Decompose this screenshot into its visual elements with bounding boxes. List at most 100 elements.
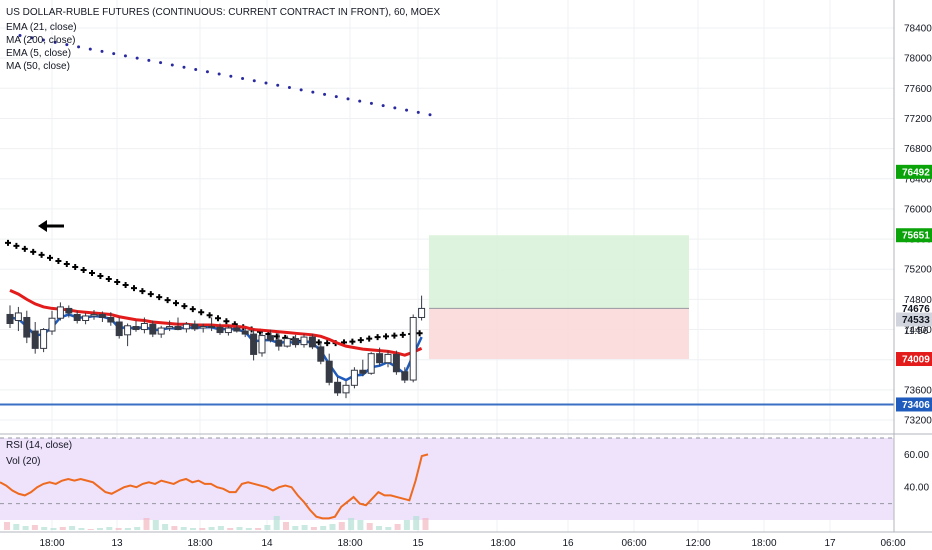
candle-body bbox=[300, 336, 308, 346]
price-tag-label: 74009 bbox=[902, 355, 930, 366]
ma200-point bbox=[264, 81, 268, 85]
chart-title: US DOLLAR-RUBLE FUTURES (CONTINUOUS: CUR… bbox=[6, 7, 440, 18]
ma50-point bbox=[122, 282, 129, 289]
candle-body bbox=[283, 338, 291, 347]
candle-body bbox=[308, 336, 316, 348]
candle-body bbox=[166, 326, 174, 329]
volume-bar bbox=[310, 527, 317, 530]
volume-bar bbox=[106, 527, 113, 530]
candle-body bbox=[241, 330, 249, 335]
price-tag-bg bbox=[896, 228, 932, 243]
volume-bar bbox=[283, 522, 289, 530]
ma200-point bbox=[428, 113, 432, 117]
volume-bar bbox=[78, 528, 85, 530]
volume-bar bbox=[69, 526, 76, 530]
ma200-point bbox=[323, 92, 327, 96]
ma50-point bbox=[206, 312, 213, 319]
time-tick: 18:00 bbox=[337, 538, 362, 549]
price-tick: 77600 bbox=[904, 84, 932, 95]
volume-bar bbox=[41, 527, 48, 530]
ma50-point bbox=[72, 263, 79, 270]
volume-bar bbox=[273, 516, 280, 530]
ma200-point bbox=[170, 63, 174, 67]
ma50-point bbox=[189, 306, 196, 313]
ma50-point bbox=[383, 333, 389, 340]
ema21-line bbox=[9, 288, 423, 357]
candle-body bbox=[250, 333, 258, 355]
position-zones[interactable] bbox=[429, 235, 689, 360]
left-arrow-icon[interactable] bbox=[38, 220, 64, 232]
volume-bar bbox=[134, 527, 141, 530]
price-tick: 76800 bbox=[904, 144, 932, 155]
ma200-point bbox=[88, 47, 92, 51]
candle-body bbox=[350, 369, 358, 386]
candle-body bbox=[191, 323, 199, 330]
volume-bar bbox=[143, 518, 150, 530]
price-tag-label: 76492 bbox=[902, 167, 930, 178]
ma50-point bbox=[349, 338, 356, 345]
candle-body bbox=[140, 323, 148, 331]
candle-body bbox=[23, 316, 31, 338]
candle-body bbox=[376, 353, 384, 364]
price-tick: 75200 bbox=[904, 265, 932, 276]
ma50-point bbox=[399, 331, 406, 338]
target-zone[interactable] bbox=[429, 235, 689, 309]
volume-bar bbox=[376, 526, 382, 530]
candle-body bbox=[199, 326, 207, 329]
ma50-point bbox=[30, 248, 37, 255]
price-tick: 73600 bbox=[904, 385, 932, 396]
candle-body bbox=[216, 326, 224, 334]
volume-bar bbox=[199, 528, 206, 530]
volume-bar bbox=[22, 526, 29, 530]
stop-zone[interactable] bbox=[429, 308, 689, 360]
candle-body bbox=[157, 327, 165, 335]
legend: US DOLLAR-RUBLE FUTURES (CONTINUOUS: CUR… bbox=[6, 7, 440, 467]
candle-body bbox=[258, 335, 266, 354]
ma200-point bbox=[205, 70, 209, 74]
time-tick: 18:00 bbox=[751, 538, 776, 549]
ma50-point bbox=[80, 266, 87, 273]
ma200-point bbox=[287, 86, 291, 90]
ma50-point bbox=[97, 273, 104, 280]
time-axis[interactable]: 18:00 13 18:00 14 18:00 15 18:00 16 06:00 12:00 18… bbox=[39, 538, 905, 549]
volume-bar bbox=[357, 520, 364, 530]
ma200-point bbox=[416, 110, 420, 114]
volume-bar bbox=[124, 528, 131, 530]
volume-bar bbox=[152, 520, 159, 530]
candle-body bbox=[182, 323, 190, 330]
ma50-point bbox=[13, 242, 20, 249]
ma50-point bbox=[114, 279, 121, 286]
ma200-point bbox=[252, 79, 256, 83]
time-tick: 06:00 bbox=[621, 538, 646, 549]
volume-bar bbox=[366, 523, 373, 530]
ma50-point bbox=[21, 245, 28, 252]
ma50-point bbox=[223, 318, 230, 325]
candle-body bbox=[266, 335, 274, 341]
ma200-point bbox=[405, 108, 409, 112]
volume-bar bbox=[190, 528, 196, 530]
price-tag-label: 73406 bbox=[902, 400, 930, 411]
volume-bar bbox=[329, 524, 336, 530]
ma50-point bbox=[47, 254, 53, 261]
candle-body bbox=[90, 313, 98, 317]
price-tick: 73200 bbox=[904, 416, 932, 427]
candle-body bbox=[115, 321, 123, 337]
ma200-point bbox=[100, 49, 104, 53]
candle-body bbox=[325, 360, 333, 383]
ma200-dots bbox=[18, 34, 432, 117]
candle-body bbox=[132, 326, 140, 331]
rsi-background bbox=[0, 438, 894, 520]
candle-body bbox=[317, 346, 325, 362]
volume-bar bbox=[264, 525, 271, 530]
volume-bar bbox=[413, 516, 420, 530]
candle-body bbox=[98, 313, 106, 318]
bar-countdown: 11:56 bbox=[904, 326, 929, 337]
time-tick: 13 bbox=[111, 538, 123, 549]
ma50-point bbox=[416, 330, 423, 337]
rsi-line bbox=[0, 453, 429, 520]
volume-bar bbox=[115, 528, 122, 530]
ma50-point bbox=[105, 276, 112, 283]
candle-body bbox=[409, 316, 417, 381]
